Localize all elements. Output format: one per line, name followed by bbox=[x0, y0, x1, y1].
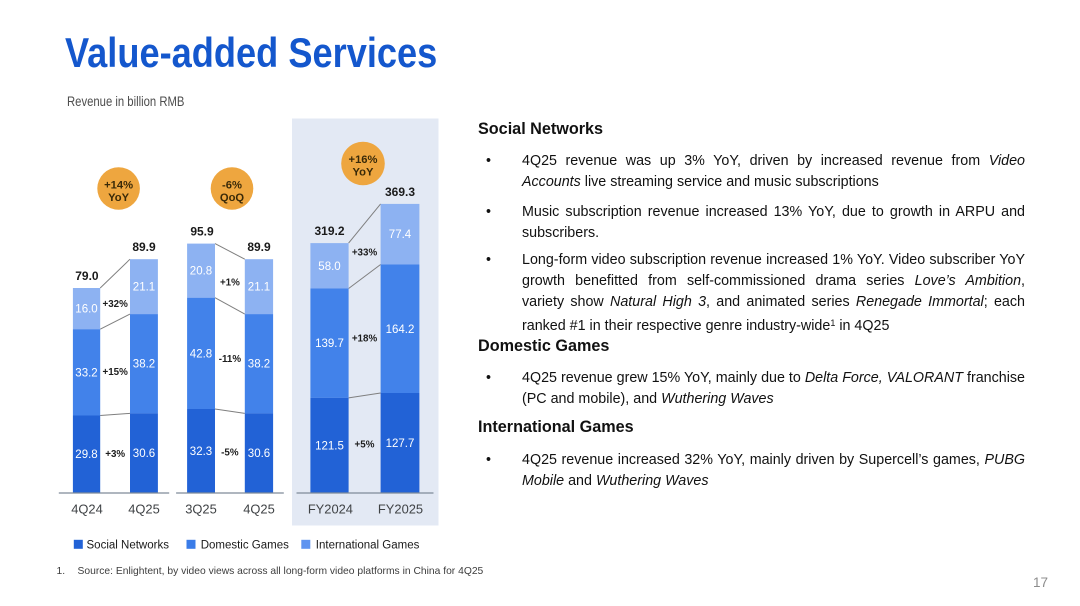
svg-text:+16%: +16% bbox=[349, 154, 378, 166]
svg-text:319.2: 319.2 bbox=[314, 224, 344, 238]
svg-text:58.0: 58.0 bbox=[318, 261, 340, 273]
svg-text:+5%: +5% bbox=[355, 440, 375, 451]
svg-text:FY2024: FY2024 bbox=[308, 502, 353, 517]
svg-text:29.8: 29.8 bbox=[75, 449, 97, 461]
svg-text:4Q24: 4Q24 bbox=[71, 502, 103, 517]
svg-text:FY2025: FY2025 bbox=[378, 502, 423, 517]
svg-text:77.4: 77.4 bbox=[389, 229, 412, 241]
svg-text:42.8: 42.8 bbox=[190, 348, 212, 360]
svg-text:Domestic Games: Domestic Games bbox=[201, 540, 289, 552]
svg-text:369.3: 369.3 bbox=[385, 185, 415, 199]
svg-text:+1%: +1% bbox=[220, 277, 240, 288]
svg-text:127.7: 127.7 bbox=[386, 438, 415, 450]
svg-text:21.1: 21.1 bbox=[133, 282, 155, 294]
svg-text:YoY: YoY bbox=[353, 167, 374, 179]
svg-text:20.8: 20.8 bbox=[190, 266, 212, 278]
svg-text:89.9: 89.9 bbox=[247, 240, 271, 254]
svg-text:4Q25: 4Q25 bbox=[243, 502, 275, 517]
svg-text:139.7: 139.7 bbox=[315, 338, 344, 350]
svg-text:-5%: -5% bbox=[221, 448, 239, 459]
svg-text:+32%: +32% bbox=[103, 299, 129, 310]
svg-text:32.3: 32.3 bbox=[190, 446, 212, 458]
svg-text:21.1: 21.1 bbox=[248, 282, 270, 294]
svg-text:+14%: +14% bbox=[104, 180, 133, 192]
svg-text:164.2: 164.2 bbox=[386, 324, 415, 336]
svg-text:121.5: 121.5 bbox=[315, 441, 344, 453]
svg-text:3Q25: 3Q25 bbox=[185, 502, 217, 517]
svg-text:+33%: +33% bbox=[352, 247, 378, 258]
svg-text:QoQ: QoQ bbox=[220, 192, 245, 204]
svg-text:+18%: +18% bbox=[352, 334, 378, 345]
svg-text:30.6: 30.6 bbox=[133, 448, 155, 460]
svg-text:38.2: 38.2 bbox=[133, 359, 155, 371]
svg-text:95.9: 95.9 bbox=[190, 225, 214, 239]
svg-text:+3%: +3% bbox=[105, 449, 125, 460]
svg-text:16.0: 16.0 bbox=[75, 304, 97, 316]
svg-text:79.0: 79.0 bbox=[75, 269, 99, 283]
svg-text:+15%: +15% bbox=[103, 367, 129, 378]
svg-text:International Games: International Games bbox=[316, 540, 420, 552]
svg-text:-11%: -11% bbox=[219, 354, 242, 365]
svg-text:89.9: 89.9 bbox=[132, 240, 156, 254]
svg-text:33.2: 33.2 bbox=[75, 367, 97, 379]
svg-text:4Q25: 4Q25 bbox=[128, 502, 160, 517]
svg-text:YoY: YoY bbox=[108, 192, 129, 204]
svg-text:30.6: 30.6 bbox=[248, 448, 270, 460]
svg-text:-6%: -6% bbox=[222, 180, 242, 192]
svg-text:38.2: 38.2 bbox=[248, 359, 270, 371]
svg-text:Social Networks: Social Networks bbox=[87, 540, 170, 552]
